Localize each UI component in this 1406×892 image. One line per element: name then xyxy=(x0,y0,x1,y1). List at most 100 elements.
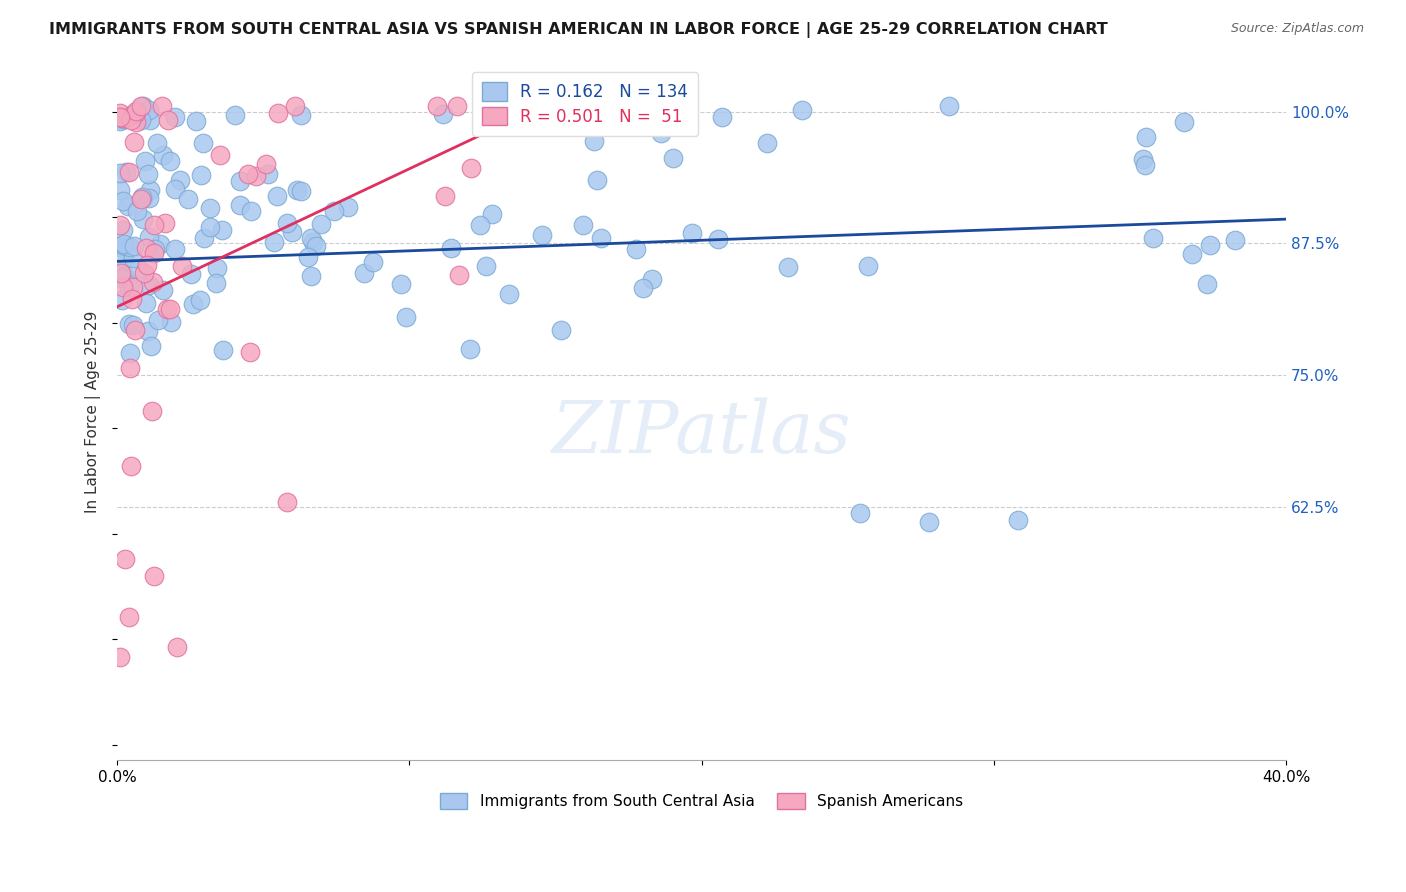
Point xyxy=(389,277,412,292)
Point xyxy=(132,211,155,226)
Point xyxy=(183,296,205,310)
Point xyxy=(128,112,150,126)
Point xyxy=(142,275,165,289)
Point xyxy=(208,148,231,162)
Point xyxy=(131,99,153,113)
Point xyxy=(297,250,319,264)
Point xyxy=(142,246,165,260)
Point xyxy=(108,110,131,124)
Point xyxy=(131,190,153,204)
Point xyxy=(565,103,588,118)
Point xyxy=(193,231,215,245)
Point xyxy=(498,287,520,301)
Point xyxy=(120,109,142,123)
Point xyxy=(111,293,134,307)
Point xyxy=(1135,158,1157,172)
Point xyxy=(204,277,226,291)
Point xyxy=(118,164,141,178)
Point xyxy=(188,293,211,307)
Point xyxy=(155,216,177,230)
Point xyxy=(776,260,799,274)
Point xyxy=(135,296,157,310)
Point xyxy=(426,99,449,113)
Point xyxy=(849,506,872,520)
Point xyxy=(433,189,456,203)
Point xyxy=(284,99,307,113)
Point xyxy=(125,115,148,129)
Point xyxy=(146,312,169,326)
Point xyxy=(257,167,280,181)
Point xyxy=(127,204,149,219)
Point xyxy=(118,317,141,331)
Point xyxy=(108,166,131,180)
Point xyxy=(1007,513,1029,527)
Point xyxy=(531,227,554,242)
Point xyxy=(122,239,145,253)
Point xyxy=(299,268,322,283)
Point xyxy=(662,151,685,165)
Point xyxy=(122,107,145,121)
Point xyxy=(190,168,212,182)
Point xyxy=(146,136,169,150)
Point xyxy=(108,110,131,124)
Point xyxy=(112,252,135,266)
Point xyxy=(135,241,157,255)
Point xyxy=(309,217,332,231)
Point xyxy=(139,183,162,197)
Point xyxy=(531,99,554,113)
Point xyxy=(1199,238,1222,252)
Point xyxy=(118,346,141,360)
Point xyxy=(475,259,498,273)
Point xyxy=(108,114,131,128)
Point xyxy=(254,157,277,171)
Point xyxy=(118,279,141,293)
Point xyxy=(193,136,215,150)
Point xyxy=(112,223,135,237)
Legend: Immigrants from South Central Asia, Spanish Americans: Immigrants from South Central Asia, Span… xyxy=(434,788,969,815)
Point xyxy=(1142,231,1164,245)
Point xyxy=(122,280,145,294)
Point xyxy=(224,108,246,122)
Point xyxy=(120,360,142,375)
Point xyxy=(150,99,173,113)
Point xyxy=(139,113,162,128)
Point xyxy=(322,204,344,219)
Point xyxy=(302,235,325,249)
Point xyxy=(481,207,503,221)
Point xyxy=(1173,114,1195,128)
Point xyxy=(125,104,148,119)
Point xyxy=(129,192,152,206)
Point xyxy=(138,103,160,118)
Point xyxy=(114,269,136,284)
Point xyxy=(159,153,181,168)
Point xyxy=(122,135,145,149)
Point xyxy=(129,113,152,128)
Point xyxy=(468,218,491,232)
Point xyxy=(108,183,131,197)
Point xyxy=(127,261,149,276)
Point xyxy=(591,231,613,245)
Point xyxy=(138,230,160,244)
Point xyxy=(138,191,160,205)
Point xyxy=(112,236,135,251)
Point xyxy=(276,494,298,508)
Point xyxy=(118,240,141,254)
Point xyxy=(211,223,233,237)
Point xyxy=(1181,246,1204,260)
Point xyxy=(110,266,132,280)
Point xyxy=(112,112,135,126)
Point xyxy=(299,231,322,245)
Point xyxy=(149,237,172,252)
Point xyxy=(266,189,288,203)
Point xyxy=(245,169,267,184)
Point xyxy=(180,267,202,281)
Point xyxy=(121,292,143,306)
Point xyxy=(239,345,262,359)
Point xyxy=(136,167,159,181)
Point xyxy=(152,148,174,162)
Point xyxy=(143,242,166,256)
Point xyxy=(108,112,131,126)
Point xyxy=(132,191,155,205)
Text: ZIPatlas: ZIPatlas xyxy=(551,398,852,468)
Point xyxy=(143,569,166,583)
